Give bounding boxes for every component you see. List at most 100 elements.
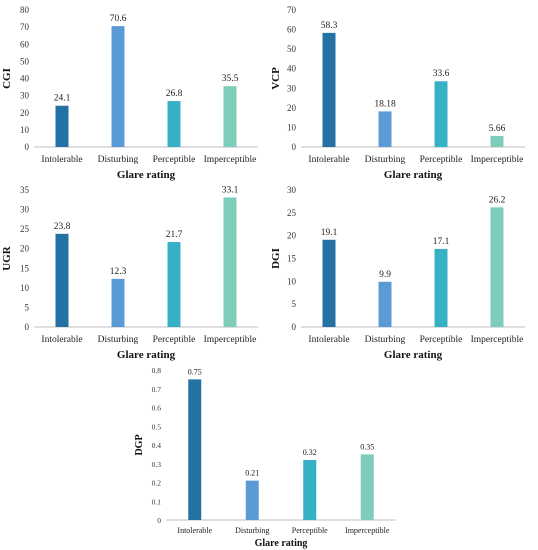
ugr-x-axis-title: Glare rating <box>117 349 176 361</box>
dgp-category-label: Perceptible <box>292 526 328 535</box>
dgp-ytick-label: 0.3 <box>152 460 162 469</box>
dgi-bar-intolerable <box>322 239 336 327</box>
chart-dgp: 0 0.1 0.2 0.3 0.4 0.5 0.6 0.7 0.8 0.75 Intolerable… <box>134 362 404 550</box>
cgi-ytick-label: 70 <box>20 22 30 32</box>
chart-vcp-svg: 0 10 20 30 40 50 60 70 58.3 Intolerable 18.18 Distu… <box>270 5 525 181</box>
dgp-bar-perceptible <box>303 460 317 520</box>
dgi-data-label: 9.9 <box>379 270 391 280</box>
ugr-data-label: 12.3 <box>110 267 127 277</box>
vcp-category-label: Intolerable <box>308 155 349 165</box>
chart-dgi: 0 5 10 15 20 25 30 19.1 Intolerable 9.9 Disturbing… <box>269 182 538 362</box>
chart-dgp-svg: 0 0.1 0.2 0.3 0.4 0.5 0.6 0.7 0.8 0.75 Intolerable… <box>134 366 396 549</box>
vcp-x-axis-title: Glare rating <box>384 169 443 181</box>
dgp-category-label: Intolerable <box>177 526 212 535</box>
cgi-ytick-label: 0 <box>25 142 30 152</box>
dgi-ytick-label: 15 <box>287 254 297 264</box>
vcp-ytick-label: 70 <box>287 5 297 15</box>
vcp-ytick-label: 60 <box>287 25 297 35</box>
cgi-ytick-label: 80 <box>20 5 30 15</box>
vcp-ytick-label: 40 <box>287 64 297 74</box>
dgp-x-axis-title: Glare rating <box>255 538 308 549</box>
cgi-x-axis-title: Glare rating <box>117 169 176 181</box>
vcp-ytick-label: 30 <box>287 83 297 93</box>
ugr-ytick-label: 30 <box>20 205 30 215</box>
vcp-bar-disturbing <box>378 111 392 147</box>
vcp-data-label: 33.6 <box>433 69 450 79</box>
dgi-data-label: 19.1 <box>321 228 338 238</box>
dgp-bar-imperceptible <box>360 454 374 520</box>
dgp-ytick-label: 0 <box>157 516 161 525</box>
cgi-ytick-label: 50 <box>20 56 30 66</box>
ugr-ytick-label: 0 <box>25 322 30 332</box>
dgp-ytick-label: 0.2 <box>152 479 162 488</box>
dgi-category-label: Imperceptible <box>471 335 524 345</box>
ugr-category-label: Perceptible <box>153 335 196 345</box>
dgi-category-label: Intolerable <box>308 335 349 345</box>
dgi-bar-disturbing <box>378 281 392 327</box>
cgi-data-label: 26.8 <box>166 89 183 99</box>
dgp-data-label: 0.35 <box>360 442 374 451</box>
ugr-ytick-label: 25 <box>20 224 30 234</box>
vcp-data-label: 18.18 <box>374 99 396 109</box>
cgi-bar-perceptible <box>167 101 181 147</box>
dgi-ytick-label: 10 <box>287 276 297 286</box>
dgi-x-axis-title: Glare rating <box>384 349 443 361</box>
vcp-ytick-label: 10 <box>287 122 297 132</box>
cgi-category-label: Disturbing <box>98 155 139 165</box>
vcp-category-label: Imperceptible <box>471 155 524 165</box>
vcp-data-label: 58.3 <box>321 21 338 31</box>
dgi-ytick-label: 5 <box>292 299 297 309</box>
ugr-category-label: Imperceptible <box>204 335 257 345</box>
dgp-ytick-label: 0.1 <box>152 497 162 506</box>
ugr-bar-intolerable <box>55 233 69 327</box>
vcp-category-label: Perceptible <box>420 155 463 165</box>
cgi-category-label: Perceptible <box>153 155 196 165</box>
ugr-ytick-label: 35 <box>20 185 30 195</box>
cgi-ytick-label: 40 <box>20 74 30 84</box>
cgi-ytick-label: 10 <box>20 125 30 135</box>
cgi-ytick-label: 20 <box>20 108 30 118</box>
dgi-data-label: 17.1 <box>433 237 450 247</box>
dgp-ytick-label: 0.7 <box>152 385 162 394</box>
vcp-bar-perceptible <box>434 81 448 147</box>
dgp-data-label: 0.75 <box>188 367 202 376</box>
dgp-ytick-label: 0.5 <box>152 422 162 431</box>
ugr-data-label: 21.7 <box>166 230 183 240</box>
chart-vcp: 0 10 20 30 40 50 60 70 58.3 Intolerable 18.18 Distu… <box>269 0 538 182</box>
cgi-data-label: 24.1 <box>54 94 71 104</box>
cgi-ytick-label: 60 <box>20 39 30 49</box>
ugr-bar-disturbing <box>111 278 125 327</box>
vcp-category-label: Disturbing <box>365 155 406 165</box>
vcp-data-label: 5.66 <box>489 124 506 134</box>
vcp-bar-intolerable <box>322 32 336 147</box>
dgp-bar-disturbing <box>245 480 259 520</box>
cgi-ytick-label: 30 <box>20 91 30 101</box>
dgi-bar-imperceptible <box>490 207 504 327</box>
dgp-bar-intolerable <box>188 379 202 520</box>
cgi-category-label: Imperceptible <box>204 155 257 165</box>
dgi-bar-perceptible <box>434 248 448 327</box>
cgi-data-label: 70.6 <box>110 14 127 24</box>
cgi-data-label: 35.5 <box>222 74 239 84</box>
ugr-category-label: Intolerable <box>41 335 82 345</box>
dgi-data-label: 26.2 <box>489 195 506 205</box>
vcp-y-axis-title: VCP <box>270 67 282 90</box>
ugr-data-label: 33.1 <box>222 185 239 195</box>
dgp-category-label: Imperceptible <box>345 526 390 535</box>
dgp-ytick-label: 0.8 <box>152 366 162 375</box>
ugr-y-axis-title: UGR <box>1 245 13 271</box>
vcp-bar-imperceptible <box>490 135 504 147</box>
dgp-data-label: 0.32 <box>303 448 317 457</box>
ugr-ytick-label: 20 <box>20 244 30 254</box>
ugr-bar-perceptible <box>167 242 181 327</box>
cgi-bar-intolerable <box>55 105 69 147</box>
chart-dgi-svg: 0 5 10 15 20 25 30 19.1 Intolerable 9.9 Disturbing… <box>270 185 525 361</box>
ugr-ytick-label: 15 <box>20 263 30 273</box>
dgp-y-axis-title: DGP <box>134 434 145 455</box>
cgi-y-axis-title: CGI <box>1 68 13 89</box>
ugr-ytick-label: 5 <box>25 302 30 312</box>
dgi-ytick-label: 25 <box>287 208 297 218</box>
dgp-category-label: Disturbing <box>235 526 269 535</box>
dgi-ytick-label: 0 <box>292 322 297 332</box>
dgi-ytick-label: 30 <box>287 185 297 195</box>
